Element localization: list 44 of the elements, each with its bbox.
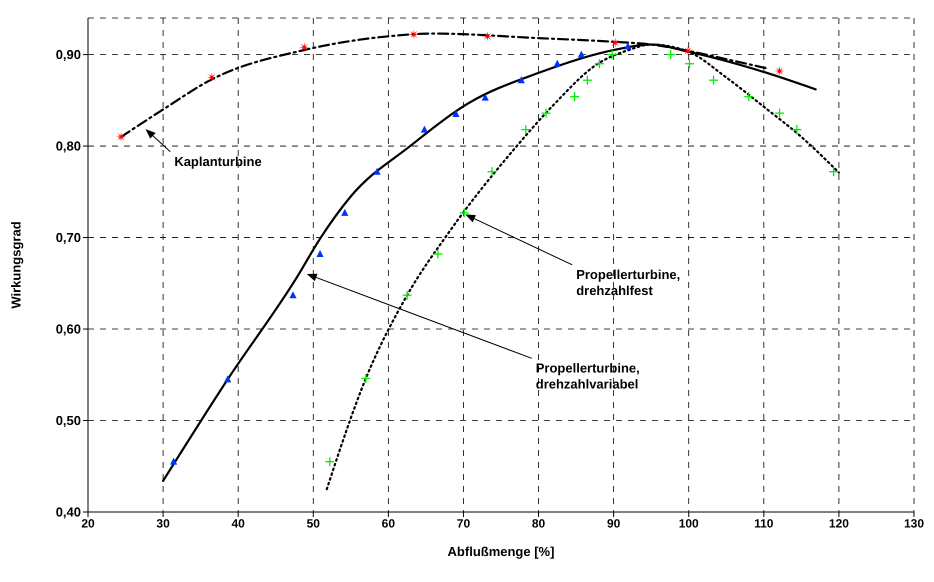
annotation: Propellerturbine, drehzahlfest <box>576 266 680 298</box>
x-tick-label: 110 <box>754 516 774 531</box>
point <box>341 208 348 216</box>
point <box>170 458 178 465</box>
point <box>452 110 460 118</box>
point <box>518 76 525 84</box>
point <box>316 250 324 258</box>
y-axis-title: Wirkungsgrad <box>8 221 24 309</box>
y-tick-label: 0,90 <box>56 47 81 62</box>
x-tick-label: 80 <box>532 516 546 531</box>
x-tick-label: 70 <box>456 516 470 531</box>
point <box>482 31 492 42</box>
x-axis-title: Abflußmenge [%] <box>448 544 554 559</box>
point <box>554 60 561 67</box>
point <box>289 291 297 298</box>
point <box>624 42 632 50</box>
annotation: Kaplanturbine <box>174 154 262 169</box>
point <box>610 38 620 48</box>
y-tick-label: 0,40 <box>56 504 81 520</box>
x-tick-label: 50 <box>306 516 320 531</box>
x-tick-label: 90 <box>606 516 621 531</box>
y-tick-label: 0,50 <box>56 413 81 428</box>
point <box>408 29 419 40</box>
point <box>374 168 381 175</box>
point <box>682 46 693 56</box>
x-tick-label: 120 <box>828 516 850 531</box>
x-tick-label: 130 <box>904 516 924 531</box>
point <box>116 132 126 142</box>
y-tick-label: 0,60 <box>56 322 81 337</box>
y-tick-label: 0,70 <box>56 230 81 246</box>
x-tick-label: 60 <box>382 516 396 531</box>
point <box>482 94 489 101</box>
x-tick-label: 100 <box>678 516 700 531</box>
y-tick-label: 0,80 <box>56 138 81 154</box>
point <box>774 66 785 76</box>
point <box>224 375 232 382</box>
x-tick-label: 20 <box>81 516 95 531</box>
x-tick-label: 30 <box>156 516 170 531</box>
x-tick-label: 40 <box>232 516 246 531</box>
point <box>420 126 428 133</box>
point <box>299 42 310 52</box>
point <box>578 50 585 58</box>
annotation: Propellerturbine, drehzahlvariabel <box>536 360 640 392</box>
point <box>206 72 217 82</box>
